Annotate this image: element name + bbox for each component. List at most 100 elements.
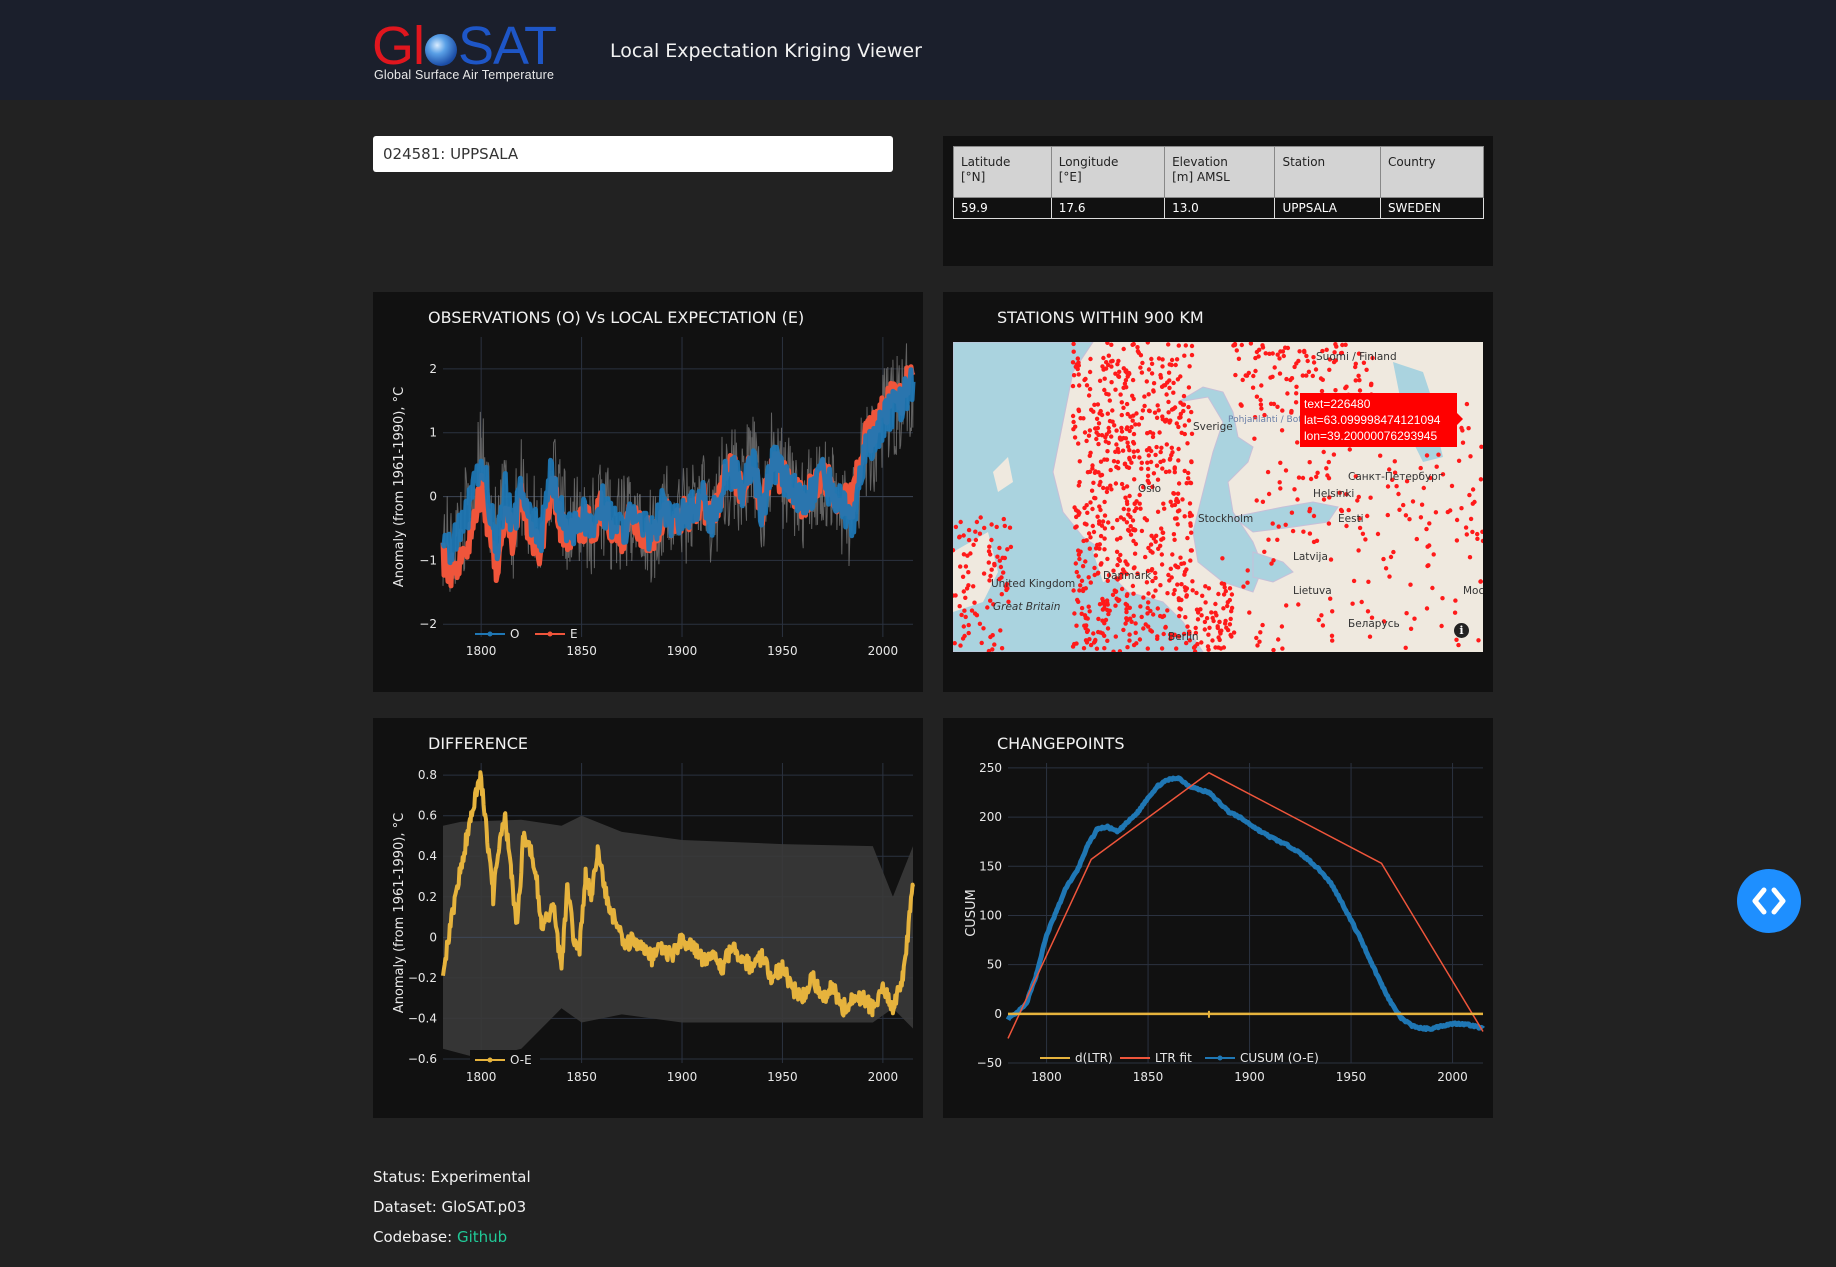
station-point [1145, 646, 1150, 651]
station-point [1412, 616, 1417, 621]
station-point [1311, 513, 1317, 519]
station-point [997, 545, 1002, 551]
station-point [1071, 373, 1077, 378]
station-point [1159, 445, 1164, 450]
station-point [1153, 570, 1158, 576]
station-point [1195, 617, 1201, 622]
station-point [1182, 572, 1187, 577]
station-point [1183, 588, 1188, 593]
station-point [1142, 394, 1147, 399]
station-point [962, 608, 967, 613]
station-point [1200, 593, 1205, 598]
station-point [1127, 638, 1132, 643]
station-point [1153, 539, 1158, 544]
station-point [1144, 379, 1149, 384]
station-point [1289, 510, 1295, 515]
station-point [1163, 624, 1168, 630]
station-point [1090, 506, 1095, 512]
col-longitude[interactable]: Longitude [°E] [1050, 146, 1166, 198]
col-country[interactable]: Country [1379, 146, 1485, 198]
station-point [1080, 588, 1086, 594]
station-point [1115, 459, 1121, 465]
station-point [1356, 351, 1362, 356]
station-point [1187, 501, 1193, 506]
observations-chart[interactable]: 1800 1850 1900 1950 2000 −2 −1 0 1 2 Anomaly (from… [373, 292, 923, 692]
map-label: Great Britain [993, 601, 1060, 613]
col-elevation[interactable]: Elevation [m] AMSL [1164, 146, 1276, 198]
github-link[interactable]: Github [456, 1228, 508, 1246]
station-point [974, 613, 980, 618]
station-point [1418, 465, 1423, 471]
code-toggle-button[interactable] [1737, 869, 1801, 933]
station-point [1258, 630, 1263, 635]
station-point [1454, 538, 1460, 543]
cell-longitude: 17.6 [1050, 197, 1166, 219]
station-point [1154, 415, 1160, 420]
info-icon[interactable]: i [1454, 623, 1469, 638]
station-point [1460, 428, 1465, 433]
station-point [1109, 487, 1114, 492]
station-point [1125, 592, 1130, 597]
station-point [1478, 579, 1483, 584]
station-point [1130, 583, 1136, 589]
station-point [958, 564, 963, 569]
difference-chart[interactable]: 1800 1850 1900 1950 2000 −0.6 −0.4 −0.2 0 0.2 0.4 0… [373, 718, 923, 1118]
x-tick-label: 1900 [667, 1070, 698, 1084]
station-point [1179, 561, 1184, 566]
station-point [1421, 485, 1426, 491]
station-point [1470, 529, 1475, 535]
station-point [1122, 381, 1128, 386]
station-point [1436, 452, 1441, 457]
station-point [1121, 486, 1126, 491]
col-station[interactable]: Station [1274, 146, 1381, 198]
station-point [1086, 393, 1092, 398]
station-point [1181, 631, 1187, 637]
station-point [1388, 554, 1394, 560]
station-point [972, 600, 977, 605]
station-point [1090, 523, 1095, 529]
station-point [1259, 406, 1264, 411]
station-point [1387, 574, 1392, 579]
col-latitude[interactable]: Latitude [°N] [953, 146, 1052, 198]
station-point [1098, 562, 1103, 567]
station-point [1397, 507, 1402, 512]
station-point [1331, 452, 1337, 457]
table-row: 59.9 17.6 13.0 UPPSALA SWEDEN [953, 197, 1485, 219]
station-point [1133, 630, 1138, 635]
station-point [1071, 349, 1076, 354]
station-point [1276, 524, 1281, 529]
station-point [1076, 483, 1081, 488]
station-point [1155, 403, 1160, 408]
station-point [1099, 523, 1105, 528]
station-dropdown[interactable]: 024581: UPPSALA [373, 136, 893, 172]
station-point [1267, 351, 1272, 356]
station-point [1146, 408, 1152, 413]
station-point [1313, 367, 1319, 372]
station-point [1220, 556, 1225, 561]
station-point [1225, 627, 1231, 633]
station-point [1245, 568, 1250, 573]
station-point [1148, 459, 1154, 465]
station-point [1111, 649, 1116, 652]
station-point [1314, 538, 1320, 543]
station-point [1189, 343, 1195, 349]
station-point [1072, 505, 1077, 510]
station-point [1320, 623, 1326, 628]
station-point [1172, 588, 1177, 593]
station-point [1155, 606, 1160, 611]
station-point [1087, 637, 1092, 642]
station-point [1124, 484, 1130, 489]
station-point [1114, 464, 1119, 470]
stations-map[interactable]: Suomi / Finland Sverige Pohjanlahti / Bott… [953, 342, 1483, 652]
y-tick-label: 150 [979, 859, 1002, 873]
station-point [1178, 607, 1183, 612]
station-point [1448, 508, 1453, 513]
station-point [1245, 580, 1250, 585]
changepoints-chart[interactable]: 1800 1850 1900 1950 2000 −50 0 50 100 150 200 250 CU… [943, 718, 1493, 1118]
station-point [989, 522, 994, 527]
station-point [1297, 349, 1302, 354]
station-point [1074, 569, 1079, 575]
station-point [1289, 410, 1294, 415]
station-point [958, 643, 963, 648]
